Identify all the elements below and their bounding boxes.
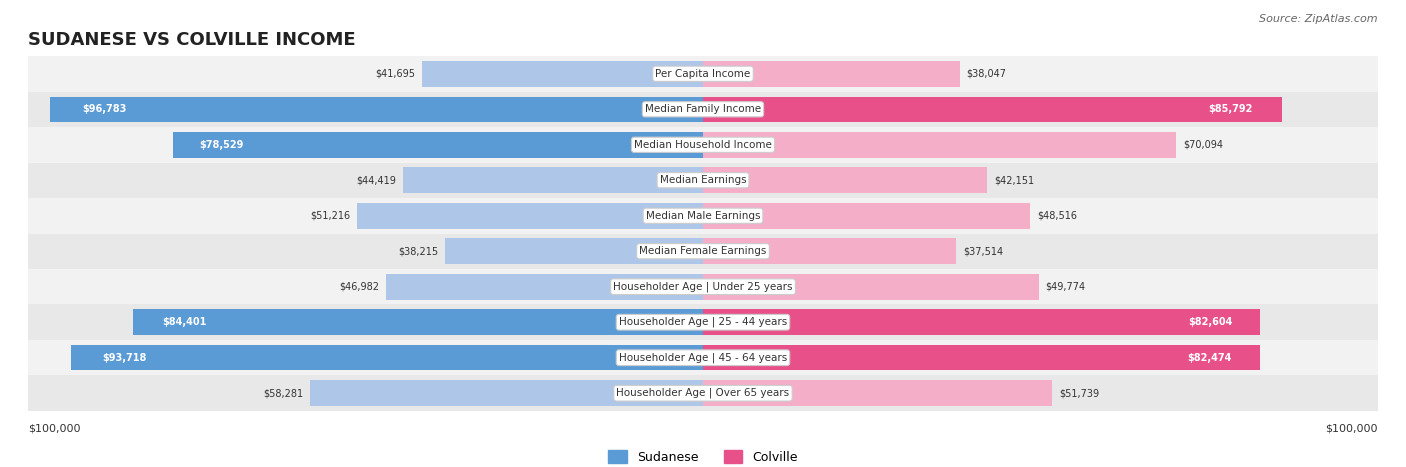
Text: $38,215: $38,215 [398,246,439,256]
Text: SUDANESE VS COLVILLE INCOME: SUDANESE VS COLVILLE INCOME [28,31,356,49]
Bar [446,239,703,264]
Bar [703,203,1031,228]
Bar [357,203,703,228]
Text: $84,401: $84,401 [162,317,207,327]
Text: Householder Age | 45 - 64 years: Householder Age | 45 - 64 years [619,353,787,363]
Bar [703,345,1260,370]
Bar [28,163,1378,198]
Bar [703,168,987,193]
Text: Householder Age | 25 - 44 years: Householder Age | 25 - 44 years [619,317,787,327]
Bar [28,234,1378,269]
Bar [385,274,703,299]
Bar [309,381,703,406]
Bar [28,304,1378,340]
Bar [28,198,1378,234]
Text: Source: ZipAtlas.com: Source: ZipAtlas.com [1260,14,1378,24]
Text: $70,094: $70,094 [1182,140,1223,150]
Legend: Sudanese, Colville: Sudanese, Colville [603,445,803,467]
Text: $82,604: $82,604 [1188,317,1233,327]
Text: $48,516: $48,516 [1038,211,1077,221]
Text: Per Capita Income: Per Capita Income [655,69,751,79]
Bar [703,274,1039,299]
Text: Median Male Earnings: Median Male Earnings [645,211,761,221]
Bar [703,239,956,264]
Text: Householder Age | Over 65 years: Householder Age | Over 65 years [616,388,790,398]
Bar [134,310,703,335]
Text: $85,792: $85,792 [1209,104,1253,114]
Text: $100,000: $100,000 [1326,424,1378,433]
Text: Householder Age | Under 25 years: Householder Age | Under 25 years [613,282,793,292]
Bar [28,269,1378,304]
Text: $51,739: $51,739 [1059,388,1099,398]
Text: Median Family Income: Median Family Income [645,104,761,114]
Text: $82,474: $82,474 [1188,353,1232,363]
Bar [28,127,1378,163]
Bar [703,381,1052,406]
Bar [173,132,703,157]
Bar [703,310,1260,335]
Text: $96,783: $96,783 [83,104,127,114]
Bar [703,61,960,86]
Text: $49,774: $49,774 [1046,282,1085,292]
Bar [28,56,1378,92]
Text: $51,216: $51,216 [311,211,350,221]
Text: $100,000: $100,000 [28,424,80,433]
Text: Median Female Earnings: Median Female Earnings [640,246,766,256]
Text: $78,529: $78,529 [200,140,243,150]
Bar [49,97,703,122]
Bar [28,92,1378,127]
Text: $38,047: $38,047 [966,69,1007,79]
Text: Median Household Income: Median Household Income [634,140,772,150]
Bar [70,345,703,370]
Bar [703,97,1282,122]
Bar [422,61,703,86]
Text: $37,514: $37,514 [963,246,1002,256]
Text: $41,695: $41,695 [375,69,415,79]
Text: $46,982: $46,982 [339,282,380,292]
Text: $58,281: $58,281 [263,388,302,398]
Bar [28,375,1378,411]
Text: $93,718: $93,718 [103,353,146,363]
Bar [404,168,703,193]
Bar [28,340,1378,375]
Text: Median Earnings: Median Earnings [659,175,747,185]
Text: $42,151: $42,151 [994,175,1035,185]
Bar [703,132,1175,157]
Text: $44,419: $44,419 [357,175,396,185]
